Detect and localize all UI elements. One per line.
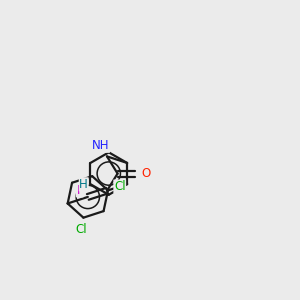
Text: NH: NH: [92, 139, 110, 152]
Text: Cl: Cl: [75, 223, 87, 236]
Text: F: F: [76, 184, 83, 197]
Text: O: O: [142, 167, 151, 180]
Text: Cl: Cl: [114, 180, 126, 193]
Text: H: H: [80, 178, 88, 191]
